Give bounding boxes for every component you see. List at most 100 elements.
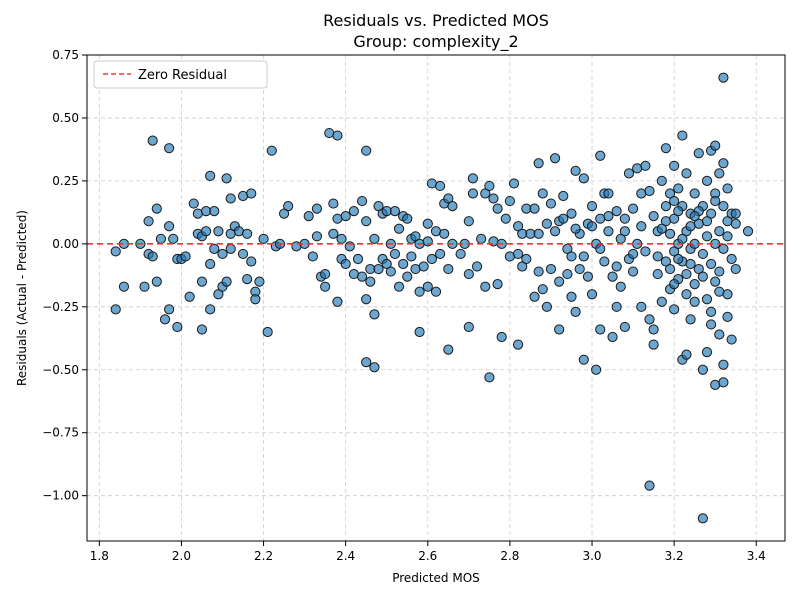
scatter-point [669, 195, 680, 207]
scatter-point [508, 178, 520, 189]
scatter-point [398, 258, 409, 270]
scatter-point [603, 188, 614, 199]
scatter-point [705, 319, 717, 330]
scatter-point [677, 130, 688, 141]
scatter-point [196, 276, 208, 287]
scatter-point [599, 256, 610, 267]
scatter-point [656, 175, 667, 187]
scatter-point [714, 168, 725, 179]
scatter-point [627, 203, 639, 214]
scatter-point [151, 276, 162, 287]
scatter-point [336, 233, 347, 244]
scatter-point [697, 271, 708, 282]
scatter-point [373, 263, 384, 275]
scatter-point [689, 188, 700, 199]
scatter-point [164, 221, 175, 232]
scatter-point [627, 266, 639, 277]
scatter-point [619, 226, 630, 237]
scatter-point [435, 248, 446, 260]
scatter-point [545, 198, 557, 209]
scatter-point [200, 226, 212, 237]
scatter-point [607, 271, 618, 282]
scatter-point [492, 279, 503, 290]
scatter-point [611, 261, 622, 272]
legend-box [93, 60, 268, 89]
scatter-point [332, 296, 343, 307]
scatter-point [722, 311, 733, 322]
scatter-point [254, 276, 265, 287]
scatter-point [513, 248, 524, 260]
x-tick-label: 3.0 [582, 549, 601, 563]
scatter-point [488, 193, 499, 204]
scatter-point [570, 165, 581, 176]
scatter-point [541, 218, 552, 229]
scatter-point [529, 291, 540, 302]
scatter-point [369, 309, 380, 320]
scatter-point [533, 158, 544, 169]
scatter-point [443, 344, 454, 355]
scatter-point [504, 195, 516, 207]
scatter-point [701, 294, 713, 305]
scatter-point [611, 301, 622, 312]
scatter-point [443, 263, 454, 275]
scatter-point [205, 170, 216, 181]
scatter-point [340, 211, 351, 222]
scatter-point [640, 246, 651, 257]
x-tick-label: 2.0 [172, 549, 191, 563]
scatter-point [484, 372, 495, 383]
scatter-point [406, 251, 417, 262]
scatter-point [151, 203, 162, 214]
scatter-point [164, 143, 175, 154]
scatter-point [623, 168, 635, 179]
scatter-point [164, 304, 175, 315]
scatter-point [242, 274, 253, 285]
scatter-point [644, 185, 655, 197]
scatter-point [155, 233, 167, 244]
scatter-point [393, 281, 405, 292]
scatter-point [463, 321, 474, 333]
y-tick-label: −1.00 [42, 489, 79, 503]
scatter-point [361, 294, 372, 305]
scatter-point [681, 268, 692, 280]
scatter-point [714, 286, 725, 297]
x-tick-label: 3.2 [665, 549, 684, 563]
y-tick-label: 0.25 [52, 174, 79, 188]
scatter-point [595, 324, 606, 335]
scatter-point [180, 251, 191, 262]
plot-frame [86, 54, 786, 542]
x-tick-label: 2.2 [254, 549, 273, 563]
scatter-point [697, 248, 708, 260]
scatter-point [533, 228, 544, 239]
scatter-point [500, 213, 511, 224]
scatter-point [701, 175, 713, 187]
scatter-point [718, 72, 729, 83]
scatter-point [369, 362, 380, 373]
scatter-point [393, 223, 405, 234]
scatter-point [139, 281, 150, 292]
scatter-point [447, 200, 458, 212]
y-tick-label: 0.50 [52, 111, 79, 125]
scatter-point [463, 268, 474, 280]
scatter-point [311, 203, 323, 214]
scatter-point [615, 281, 626, 292]
x-tick-label: 3.4 [747, 549, 766, 563]
scatter-point [118, 281, 130, 292]
scatter-point [701, 231, 713, 242]
scatter-point [595, 150, 606, 161]
scatter-point [262, 326, 273, 338]
scatter-point [250, 294, 261, 305]
scatter-point [476, 233, 487, 244]
scatter-point [147, 135, 158, 146]
scatter-point [619, 321, 630, 333]
scatter-point [258, 233, 269, 244]
scatter-point [603, 211, 614, 222]
legend-label: Zero Residual [138, 68, 227, 83]
scatter-point [430, 286, 442, 297]
scatter-point [168, 233, 179, 244]
scatter-point [221, 173, 232, 184]
scatter-point [110, 246, 121, 257]
scatter-point [701, 347, 713, 358]
scatter-point [685, 258, 696, 270]
y-tick-label: −0.75 [42, 426, 79, 440]
scatter-point [619, 213, 630, 224]
